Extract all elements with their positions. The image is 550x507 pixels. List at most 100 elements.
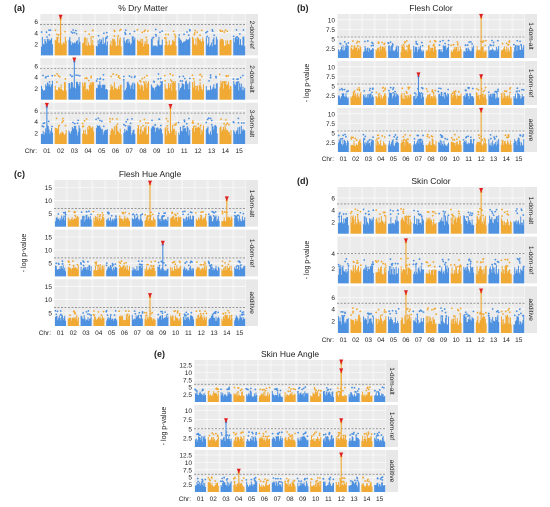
- marker-point: [164, 79, 166, 82]
- marker-bar: [369, 396, 371, 402]
- marker-bar: [514, 47, 516, 58]
- marker-bar: [106, 320, 108, 326]
- chr-band: [157, 279, 169, 326]
- marker-bar: [456, 318, 458, 333]
- marker-bar: [452, 273, 454, 284]
- marker-point: [220, 388, 222, 391]
- chr-10-markers: [310, 431, 322, 447]
- marker-bar: [415, 92, 417, 105]
- marker-bar: [453, 219, 455, 234]
- marker-bar: [503, 141, 505, 152]
- marker-bar: [425, 221, 427, 234]
- marker-bar: [173, 128, 175, 144]
- chr-14-markers: [221, 260, 233, 277]
- marker-bar: [397, 94, 399, 105]
- marker-bar: [442, 273, 443, 284]
- marker-bar: [139, 41, 141, 56]
- marker-bar: [189, 219, 191, 227]
- marker-bar: [82, 215, 84, 227]
- marker-bar: [508, 225, 510, 234]
- marker-bar: [77, 320, 79, 326]
- marker-bar: [155, 86, 157, 100]
- marker-bar: [158, 266, 160, 277]
- chr-band: [205, 14, 218, 56]
- marker-point: [416, 43, 419, 46]
- marker-bar: [517, 220, 519, 234]
- marker-point: [415, 40, 418, 43]
- marker-bar: [395, 323, 397, 333]
- marker-bar: [467, 321, 469, 333]
- marker-point: [114, 309, 117, 312]
- marker-point: [193, 32, 196, 34]
- marker-bar: [197, 85, 199, 100]
- marker-point: [185, 122, 188, 125]
- marker-point: [124, 211, 127, 214]
- marker-bar: [344, 321, 346, 333]
- marker-bar: [139, 218, 141, 227]
- marker-point: [440, 307, 442, 310]
- marker-bar: [63, 133, 65, 144]
- marker-bar: [340, 49, 342, 58]
- marker-point: [297, 431, 300, 434]
- chr-07-markers: [271, 431, 283, 447]
- marker-point: [315, 389, 317, 392]
- marker-point: [353, 386, 356, 389]
- marker-bar: [268, 440, 270, 447]
- marker-bar: [145, 80, 147, 100]
- chr-band: [350, 187, 362, 234]
- marker-point: [242, 431, 244, 434]
- marker-point: [465, 89, 468, 92]
- marker-point: [213, 212, 216, 214]
- chr-band: [338, 236, 349, 284]
- chr-09-markers: [437, 87, 450, 105]
- marker-bar: [291, 392, 293, 402]
- marker-point: [51, 125, 53, 128]
- marker-bar: [197, 127, 199, 144]
- marker-bar: [129, 42, 131, 56]
- marker-point: [88, 33, 91, 36]
- marker-bar: [371, 139, 373, 152]
- marker-point: [97, 264, 100, 267]
- marker-bar: [414, 143, 416, 152]
- marker-point: [362, 208, 365, 211]
- marker-bar: [159, 86, 161, 100]
- marker-bar: [519, 320, 521, 333]
- marker-bar: [369, 437, 371, 447]
- marker-point: [134, 312, 137, 315]
- marker-bar: [376, 217, 378, 234]
- marker-bar: [196, 319, 198, 326]
- marker-bar: [141, 85, 143, 100]
- marker-bar: [522, 47, 524, 58]
- marker-point: [492, 44, 495, 47]
- marker-point: [125, 120, 128, 123]
- marker-bar: [488, 139, 490, 152]
- marker-bar: [478, 271, 480, 284]
- marker-bar: [394, 322, 396, 333]
- marker-bar: [338, 223, 339, 234]
- marker-bar: [384, 395, 386, 402]
- marker-bar: [230, 315, 232, 326]
- chr-01-markers: [40, 29, 53, 56]
- marker-bar: [401, 218, 403, 234]
- marker-bar: [507, 271, 509, 284]
- marker-point: [95, 118, 98, 121]
- x-tick-label: 14: [222, 148, 230, 155]
- marker-point: [397, 212, 400, 215]
- marker-bar: [71, 127, 73, 144]
- marker-point: [105, 262, 108, 264]
- marker-point: [469, 136, 472, 139]
- marker-bar: [300, 440, 302, 447]
- marker-bar: [171, 43, 173, 56]
- marker-bar: [393, 324, 395, 333]
- marker-point: [494, 210, 497, 213]
- marker-point: [356, 44, 359, 47]
- marker-bar: [76, 81, 78, 100]
- marker-point: [68, 263, 71, 266]
- marker-bar: [164, 271, 166, 277]
- y-tick-label: 2: [331, 266, 335, 273]
- model-strip: [246, 180, 258, 227]
- marker-bar: [159, 218, 161, 227]
- marker-bar: [171, 90, 173, 100]
- marker-bar: [377, 48, 379, 58]
- marker-point: [76, 122, 79, 125]
